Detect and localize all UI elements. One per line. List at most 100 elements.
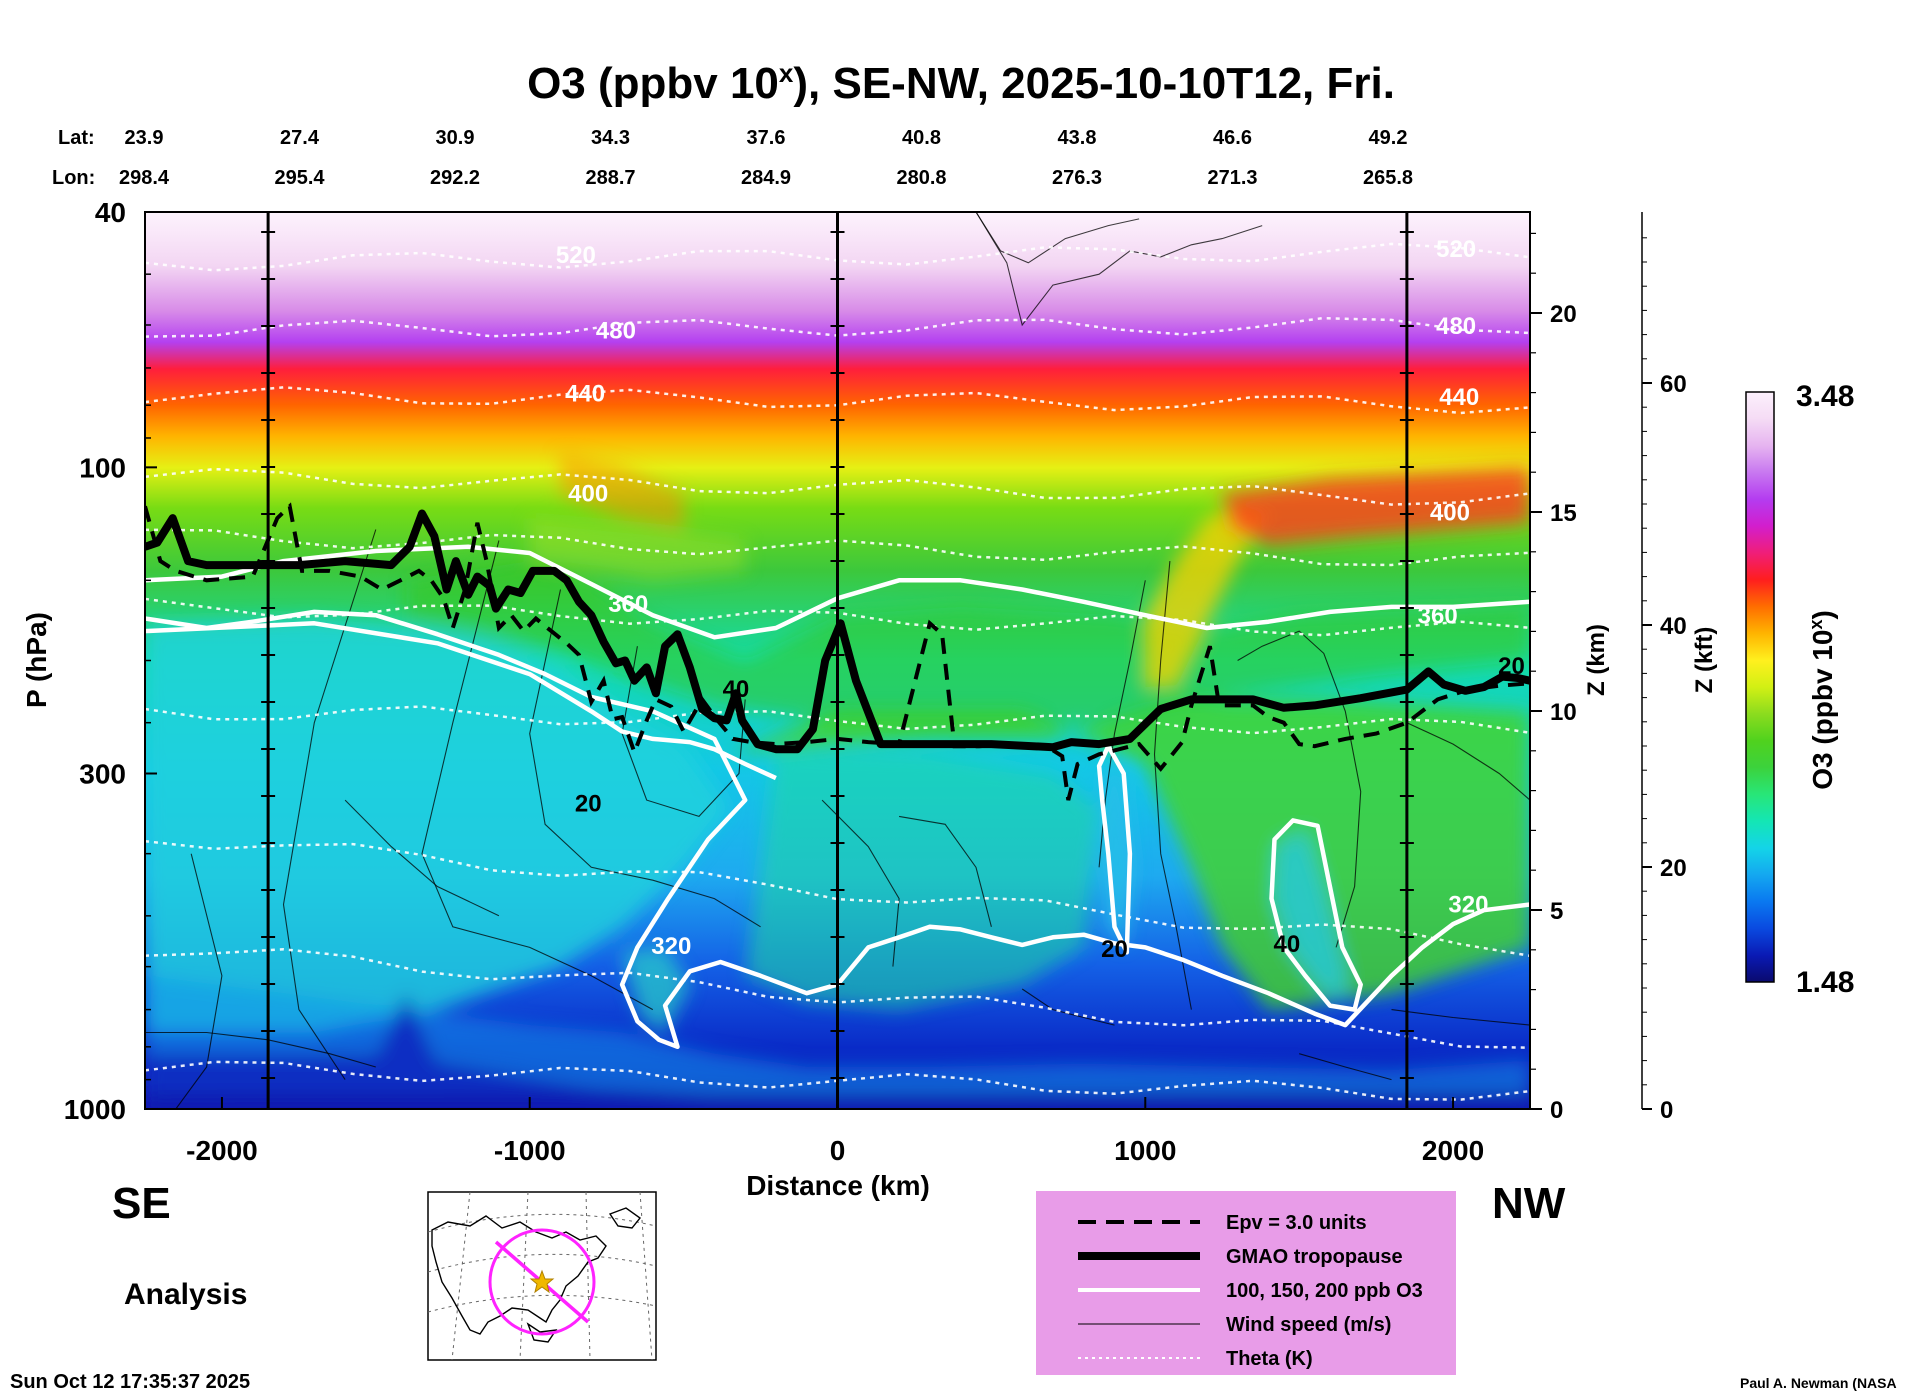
colorbar-max: 3.48 bbox=[1796, 380, 1854, 413]
o3-contour-line bbox=[145, 544, 1530, 640]
field-region bbox=[406, 561, 1530, 729]
wind-speed-contour-line bbox=[899, 815, 992, 927]
z-km-tick-label: 20 bbox=[1550, 301, 1577, 328]
wind-speed-contour-line bbox=[1391, 1009, 1530, 1026]
lon-value: 298.4 bbox=[119, 167, 170, 189]
epv-3-line bbox=[145, 502, 1530, 801]
lon-label: Lon: bbox=[52, 167, 95, 189]
wind-speed-label: 20 bbox=[1498, 653, 1525, 680]
theta-label: 320 bbox=[651, 933, 691, 960]
center-star-icon bbox=[529, 1269, 555, 1294]
theta-contour-line bbox=[145, 839, 1530, 958]
inset-map bbox=[427, 1191, 657, 1361]
lon-value: 276.3 bbox=[1052, 167, 1102, 189]
theta-label: 480 bbox=[1436, 313, 1476, 340]
theta-label: 520 bbox=[1436, 236, 1476, 263]
legend: Epv = 3.0 units GMAO tropopause 100, 150, … bbox=[1036, 1191, 1456, 1375]
z-kft-axis-label: Z (kft) bbox=[1691, 627, 1718, 694]
y-tick-label: 40 bbox=[95, 197, 126, 228]
field-region bbox=[1274, 831, 1346, 1002]
y-tick-label: 300 bbox=[79, 758, 126, 789]
x-tick-label: -2000 bbox=[186, 1135, 258, 1166]
wind-speed-label: 20 bbox=[575, 791, 602, 818]
lon-value: 271.3 bbox=[1207, 167, 1257, 189]
z-kft-tick-label: 20 bbox=[1660, 855, 1687, 882]
y-tick-label: 100 bbox=[79, 452, 126, 483]
theta-label: 480 bbox=[596, 318, 636, 345]
colorbar-label-superscript: x bbox=[1806, 620, 1826, 630]
title-superscript: x bbox=[779, 58, 794, 88]
colorbar-label: O3 (ppbv 10x) bbox=[1806, 610, 1838, 790]
z-km-tick-label: 0 bbox=[1550, 1097, 1563, 1124]
theta-label: 320 bbox=[1448, 891, 1488, 918]
field-region bbox=[1222, 467, 1530, 545]
wind-speed-contour-line bbox=[282, 529, 377, 1080]
plot-area: 520 480 440 400 360 320 520 480 440 400 360 320 20 40… bbox=[145, 212, 1530, 1109]
theta-label: 440 bbox=[1439, 384, 1479, 411]
o3-contours bbox=[145, 544, 1530, 1050]
z-kft-tick-label: 60 bbox=[1660, 371, 1687, 398]
x-tick-label: -1000 bbox=[494, 1135, 566, 1166]
lat-lon-row: 23.9 298.4 27.4 295.4 30.9 292.2 34.3 288.7 37.6… bbox=[119, 127, 1413, 189]
legend-label: Epv = 3.0 units bbox=[1226, 1212, 1367, 1234]
colorbar-label-main: O3 (ppbv 10 bbox=[1807, 630, 1838, 790]
gmao-tropopause-line bbox=[145, 509, 1530, 754]
theta-contour-line bbox=[145, 948, 1530, 1049]
colorbar-label-rest: ) bbox=[1807, 610, 1838, 619]
wind-speed-label: 40 bbox=[723, 676, 750, 703]
lat-label: Lat: bbox=[58, 127, 95, 149]
lat-value: 49.2 bbox=[1369, 127, 1408, 149]
wind-speed-contour-line bbox=[821, 799, 900, 967]
x-tick-label: 0 bbox=[830, 1135, 846, 1166]
chart-title: O3 (ppbv 10x), SE-NW, 2025-10-10T12, Fri… bbox=[527, 58, 1395, 108]
theta-label: 440 bbox=[565, 381, 605, 408]
colorbar: 3.48 1.48 O3 (ppbv 10x) bbox=[1745, 380, 1854, 999]
section-start-label: SE bbox=[112, 1179, 171, 1228]
theta-label: 400 bbox=[568, 480, 608, 507]
lat-value: 40.8 bbox=[902, 127, 941, 149]
section-end-label: NW bbox=[1492, 1179, 1566, 1228]
field-region bbox=[560, 453, 684, 530]
wind-speed-label: 20 bbox=[1101, 936, 1128, 963]
colorbar-min: 1.48 bbox=[1796, 966, 1854, 999]
x-tick-label: 2000 bbox=[1422, 1135, 1484, 1166]
o3-contour-line bbox=[145, 621, 777, 781]
legend-label: Wind speed (m/s) bbox=[1226, 1314, 1391, 1336]
analysis-label: Analysis bbox=[124, 1278, 247, 1311]
lat-value: 27.4 bbox=[280, 127, 320, 149]
wind-speed-contour-line bbox=[1153, 561, 1192, 1010]
wind-speed-contour-line bbox=[421, 540, 654, 1011]
lat-value: 30.9 bbox=[436, 127, 475, 149]
z-kft-tick-label: 0 bbox=[1660, 1097, 1673, 1124]
wind-speed-contour-line bbox=[1299, 1053, 1392, 1081]
y-tick-label: 1000 bbox=[64, 1094, 126, 1125]
lon-value: 295.4 bbox=[274, 167, 325, 189]
o3-contour-line bbox=[145, 609, 1530, 1050]
theta-label: 360 bbox=[608, 591, 648, 618]
wind-speed-contour-line bbox=[1237, 630, 1362, 948]
lat-value: 43.8 bbox=[1058, 127, 1097, 149]
theta-label: 360 bbox=[1418, 602, 1458, 629]
lon-value: 288.7 bbox=[585, 167, 635, 189]
title-rest: ), SE-NW, 2025-10-10T12, Fri. bbox=[793, 59, 1395, 108]
coastline bbox=[431, 1207, 642, 1343]
legend-label: GMAO tropopause bbox=[1226, 1246, 1403, 1268]
lat-value: 23.9 bbox=[125, 127, 164, 149]
credit: Paul A. Newman (NASA bbox=[1740, 1375, 1897, 1391]
lon-value: 292.2 bbox=[430, 167, 480, 189]
legend-label: 100, 150, 200 ppb O3 bbox=[1226, 1280, 1423, 1302]
lon-value: 284.9 bbox=[741, 167, 791, 189]
x-tick-label: 1000 bbox=[1114, 1135, 1176, 1166]
wind-speed-contour-line bbox=[975, 212, 1140, 264]
wind-speed-contour-line bbox=[975, 212, 1263, 327]
lon-value: 280.8 bbox=[896, 167, 946, 189]
track-circle bbox=[488, 1228, 596, 1336]
y-axis-label: P (hPa) bbox=[21, 612, 52, 708]
lat-value: 46.6 bbox=[1213, 127, 1252, 149]
z-km-tick-label: 15 bbox=[1550, 500, 1577, 527]
theta-label: 520 bbox=[556, 242, 596, 269]
z-kft-tick-label: 40 bbox=[1660, 613, 1687, 640]
legend-label: Theta (K) bbox=[1226, 1348, 1313, 1370]
z-km-tick-label: 10 bbox=[1550, 699, 1577, 726]
